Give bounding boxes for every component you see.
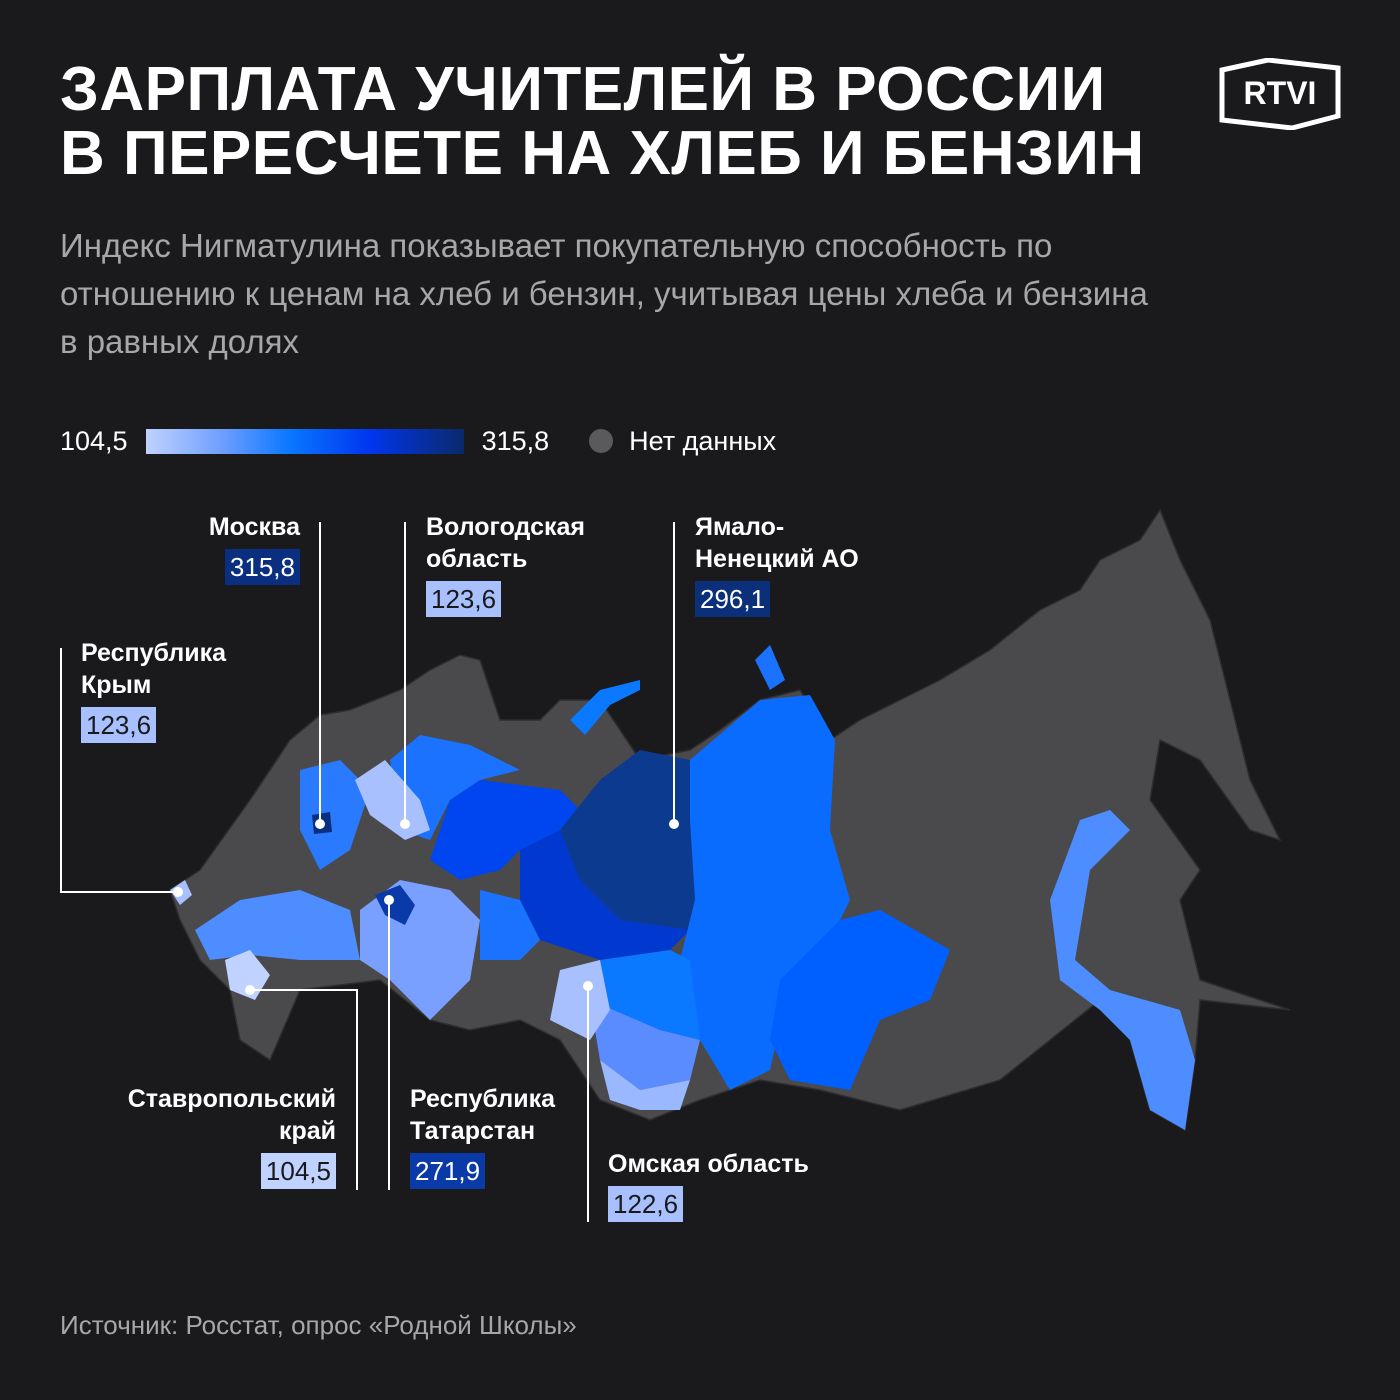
region-chukotka-island — [755, 645, 785, 690]
region-tatarstan — [375, 885, 415, 925]
marker-stavropol — [245, 985, 255, 995]
region-tyumen-south — [480, 890, 540, 960]
region-novosibirsk — [590, 1000, 700, 1090]
callout-line-crimea — [60, 648, 175, 893]
marker-crimea — [173, 887, 183, 897]
region-novaya-zemlya — [570, 680, 640, 735]
callout-name: Республика Татарстан — [410, 1085, 556, 1145]
subtitle: Индекс Нигматулина показывает покупатель… — [60, 227, 1148, 360]
callout-line-stavropol — [250, 989, 358, 1190]
callout-yamal: Ямало-Ненецкий АО 296,1 — [695, 511, 885, 617]
title-line-2: В ПЕРЕСЧЕТЕ НА ХЛЕБ И БЕНЗИН — [60, 119, 1145, 188]
callout-crimea: Республика Крым 123,6 — [81, 637, 241, 743]
callout-name: Республика Крым — [81, 639, 227, 699]
no-data-swatch — [589, 429, 614, 453]
legend-gradient-bar — [145, 428, 464, 454]
callout-name: Омская область — [608, 1150, 809, 1178]
svg-text:RTVI: RTVI — [1244, 75, 1317, 111]
title-line-1: ЗАРПЛАТА УЧИТЕЛЕЙ В РОССИИ — [60, 55, 1106, 124]
callout-tatarstan: Республика Татарстан 271,9 — [410, 1083, 580, 1189]
callout-value: 271,9 — [410, 1153, 486, 1189]
legend-min: 104,5 — [60, 425, 128, 456]
region-south-group — [195, 890, 360, 960]
region-center-group — [300, 760, 370, 870]
region-krasnoyarsk — [680, 695, 850, 1090]
callout-name: Вологодская область — [426, 513, 585, 573]
source-note: Источник: Росстат, опрос «Родной Школы» — [60, 1310, 577, 1340]
region-stavropol — [225, 950, 270, 1000]
region-komi — [430, 780, 590, 880]
region-vologda — [355, 760, 430, 840]
marker-vologda — [400, 819, 410, 829]
callout-stavropol: Ставропольский край 104,5 — [106, 1083, 336, 1189]
callout-name: Москва — [208, 513, 300, 541]
legend-no-data: Нет данных — [629, 425, 777, 456]
callout-value: 123,6 — [81, 707, 157, 743]
callout-value: 104,5 — [260, 1153, 336, 1189]
rtvi-logo: RTVI — [1219, 58, 1341, 130]
callout-name: Ставропольский край — [127, 1085, 336, 1145]
callout-omsk: Омская область 122,6 — [608, 1148, 868, 1222]
page-title: ЗАРПЛАТА УЧИТЕЛЕЙ В РОССИИ В ПЕРЕСЧЕТЕ Н… — [60, 58, 1145, 186]
region-yamal — [560, 750, 700, 930]
callout-name: Ямало-Ненецкий АО — [695, 513, 859, 573]
region-altai — [600, 1060, 690, 1110]
marker-yamal — [669, 819, 679, 829]
region-tomsk — [600, 950, 700, 1040]
marker-omsk — [583, 981, 593, 991]
callout-value: 122,6 — [608, 1186, 684, 1222]
region-khabarovsk — [1050, 810, 1195, 1130]
callout-value: 315,8 — [224, 549, 300, 585]
callout-moscow: Москва 315,8 — [200, 511, 300, 585]
legend: 104,5 315,8 Нет данных — [60, 424, 776, 458]
callout-value: 123,6 — [426, 581, 502, 617]
legend-max: 315,8 — [481, 425, 550, 456]
callout-value: 296,1 — [695, 581, 771, 617]
region-khanty — [520, 830, 690, 960]
marker-tatarstan — [384, 895, 394, 905]
callout-vologda: Вологодская область 123,6 — [426, 511, 626, 617]
marker-moscow — [315, 819, 325, 829]
region-irkutsk — [770, 910, 950, 1090]
region-omsk — [550, 960, 610, 1040]
